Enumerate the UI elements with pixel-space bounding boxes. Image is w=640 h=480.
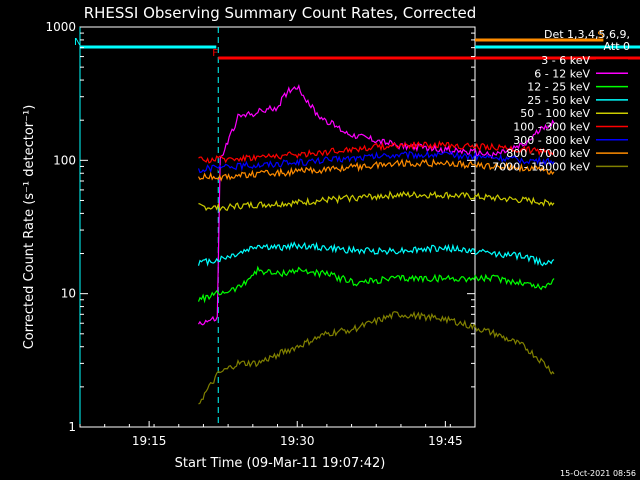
legend-header-line-2: Att 0	[604, 40, 630, 53]
y-tick-label: 1000	[45, 20, 76, 34]
x-ticks: 19:15 19:30 19:45	[79, 421, 476, 448]
chart-title: RHESSI Observing Summary Count Rates, Co…	[84, 4, 477, 22]
series-line-2-segment-1	[197, 84, 555, 326]
flag-lines: N F S	[74, 30, 640, 60]
series-line-4-segment-1	[197, 241, 555, 267]
legend-entry-label: 7000 - 15000 keV	[492, 160, 590, 173]
flag-label-f: F	[212, 48, 218, 59]
legend-entry-label: 25 - 50 keV	[527, 94, 590, 107]
series-line-6-segment-1	[198, 140, 555, 164]
timestamp: 15-Oct-2021 08:56	[560, 469, 636, 478]
legend-entry-label: 3 - 6 keV	[541, 54, 590, 67]
series-line-1-segment-1	[198, 108, 555, 172]
y-axis-label: Corrected Count Rate (s⁻¹ detector⁻¹)	[22, 105, 37, 350]
flag-label-s: S	[597, 30, 603, 41]
legend-entry-label: 12 - 25 keV	[527, 81, 590, 94]
series-100-300-keV-kev	[198, 140, 555, 164]
legend-entry-label: 800 - 7000 keV	[506, 147, 590, 160]
series-25-50-keV-kev	[197, 241, 555, 267]
series-line-5-segment-1	[198, 190, 555, 213]
series-line-8-segment-1	[197, 158, 555, 182]
series-line-3-segment-1	[197, 265, 555, 304]
series-line-9-segment-1	[198, 310, 555, 405]
series-300-800-keV-kev	[197, 150, 555, 174]
y-ticks: 1 10 100 1000	[45, 20, 475, 434]
x-tick-label: 19:30	[280, 434, 315, 448]
vertical-markers	[79, 27, 219, 427]
series-12-25-keV-kev	[197, 265, 555, 304]
flag-label-n: N	[74, 37, 81, 48]
series-6-12-keV-kev	[197, 84, 555, 326]
series-line-7-segment-1	[197, 150, 555, 174]
y-tick-label: 1	[68, 420, 76, 434]
legend-entry-label: 300 - 800 keV	[513, 134, 590, 147]
series-800-7000-keV-kev	[197, 158, 555, 182]
x-tick-label: 19:45	[428, 434, 463, 448]
legend-entry-label: 100 - 300 keV	[513, 121, 590, 134]
x-axis-label: Start Time (09-Mar-11 19:07:42)	[175, 456, 386, 471]
plot-area: N F S 19:15 19:30 19:45 1 10 100 1000	[45, 20, 640, 448]
y-tick-label: 100	[53, 153, 76, 167]
series-3-6-keV-kev	[198, 108, 555, 172]
legend-header-line-1: Det 1,3,4,5,6,9,	[544, 28, 630, 41]
series-50-100-keV-kev	[198, 190, 555, 213]
series-7000-15000-keV-kev	[198, 310, 555, 405]
y-tick-label: 10	[61, 287, 76, 301]
legend-entry-label: 6 - 12 keV	[534, 67, 590, 80]
legend-entry-label: 50 - 100 keV	[520, 107, 590, 120]
series-lines	[197, 84, 555, 405]
x-tick-label: 19:15	[132, 434, 167, 448]
